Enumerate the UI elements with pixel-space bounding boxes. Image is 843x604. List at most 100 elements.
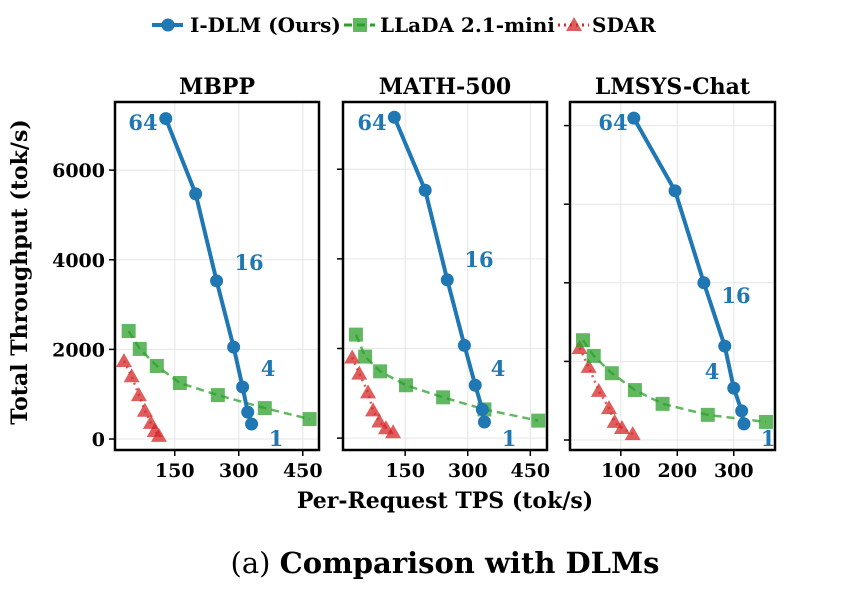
data-point <box>735 404 749 418</box>
data-point <box>123 368 140 383</box>
data-point <box>440 273 454 287</box>
data-point <box>758 414 773 429</box>
data-point <box>613 420 630 435</box>
batch-size-label: 4 <box>705 359 720 384</box>
legend: I-DLM (Ours) LLaDA 2.1-mini SDAR <box>152 13 656 37</box>
series-triangle <box>571 340 641 441</box>
data-point <box>600 400 617 415</box>
series-triangle <box>344 349 402 439</box>
caption: (a) Comparison with DLMs <box>231 546 660 580</box>
data-point <box>172 375 187 390</box>
caption-prefix: (a) <box>231 546 271 580</box>
axes-frame <box>341 100 549 452</box>
batch-size-label: 4 <box>261 356 276 381</box>
batch-size-label: 16 <box>464 247 493 272</box>
data-point <box>302 412 317 427</box>
legend-label: SDAR <box>592 13 656 37</box>
batch-size-label: 1 <box>502 426 517 451</box>
y-tick-label: 4000 <box>52 250 105 272</box>
data-point <box>385 424 402 439</box>
series-triangle <box>115 353 167 442</box>
data-point <box>365 402 382 417</box>
batch-size-label: 64 <box>357 110 386 135</box>
data-point <box>604 366 619 381</box>
data-point <box>241 405 255 419</box>
data-point <box>371 413 388 428</box>
data-point <box>189 187 203 201</box>
data-point <box>457 338 471 352</box>
data-point <box>418 183 432 197</box>
data-point <box>531 413 546 428</box>
axes-frame <box>113 100 321 452</box>
panel-lmsys-chat: 100 200 300 64 16 4 1 LMSYS-Chat <box>564 74 777 482</box>
data-point <box>586 348 601 363</box>
data-point <box>468 378 482 392</box>
y-tick-label: 0 <box>92 429 105 451</box>
panel-title: MBPP <box>179 74 255 100</box>
data-point <box>727 381 741 395</box>
legend-circle-icon <box>161 18 175 32</box>
data-point <box>149 358 164 373</box>
data-point <box>436 390 451 405</box>
data-point <box>210 388 225 403</box>
legend-square-icon <box>353 18 367 32</box>
data-point <box>348 327 363 342</box>
data-point <box>344 349 361 364</box>
batch-size-label: 1 <box>761 426 776 451</box>
x-tick-label: 300 <box>219 460 259 482</box>
data-point <box>236 380 250 394</box>
data-point <box>257 401 272 416</box>
data-point <box>227 340 241 354</box>
data-point <box>210 274 224 288</box>
x-tick-label: 150 <box>385 460 425 482</box>
data-point <box>627 383 642 398</box>
data-point <box>580 358 597 373</box>
batch-size-label: 64 <box>128 110 157 135</box>
data-point <box>121 324 136 339</box>
data-point <box>358 349 373 364</box>
series-line <box>632 117 746 425</box>
data-point <box>245 417 259 431</box>
caption-text: Comparison with DLMs <box>280 546 660 580</box>
batch-size-label: 1 <box>269 426 284 451</box>
x-tick-label: 100 <box>601 460 641 482</box>
data-point <box>627 111 641 125</box>
series-circle <box>627 111 751 431</box>
y-axis-label: Total Throughput (tok/s) <box>7 119 33 424</box>
data-point <box>150 427 167 442</box>
data-point <box>387 110 401 124</box>
data-point <box>668 184 682 198</box>
data-point <box>398 378 413 393</box>
data-point <box>477 415 491 429</box>
x-tick-label: 450 <box>283 460 323 482</box>
axes-frame <box>568 100 777 452</box>
panel-mbpp: 150 300 450 0 2000 4000 6000 64 16 4 1 MBPP <box>52 74 323 482</box>
series-line <box>127 330 310 421</box>
data-point <box>590 382 607 397</box>
batch-size-label: 64 <box>598 110 627 135</box>
series-circle <box>387 110 491 429</box>
data-point <box>697 276 711 290</box>
series-circle <box>159 112 259 431</box>
batch-size-label: 16 <box>234 250 263 275</box>
series-square <box>121 324 317 427</box>
y-tick-label: 2000 <box>52 339 105 361</box>
series-square <box>575 333 773 429</box>
data-point <box>132 341 147 356</box>
x-tick-label: 150 <box>155 460 195 482</box>
data-point <box>373 364 388 379</box>
data-point <box>575 333 590 348</box>
data-point <box>360 384 377 399</box>
data-point <box>115 353 132 368</box>
legend-triangle-icon <box>566 17 582 31</box>
data-point <box>159 112 173 126</box>
x-tick-label: 300 <box>714 460 754 482</box>
x-axis-label: Per-Request TPS (tok/s) <box>297 488 593 514</box>
data-point <box>655 396 670 411</box>
data-point <box>737 417 751 431</box>
data-point <box>606 413 623 428</box>
data-point <box>130 387 147 402</box>
data-point <box>624 426 641 441</box>
panel-math-500: 150 300 450 64 16 4 1 MATH-500 <box>337 74 550 482</box>
